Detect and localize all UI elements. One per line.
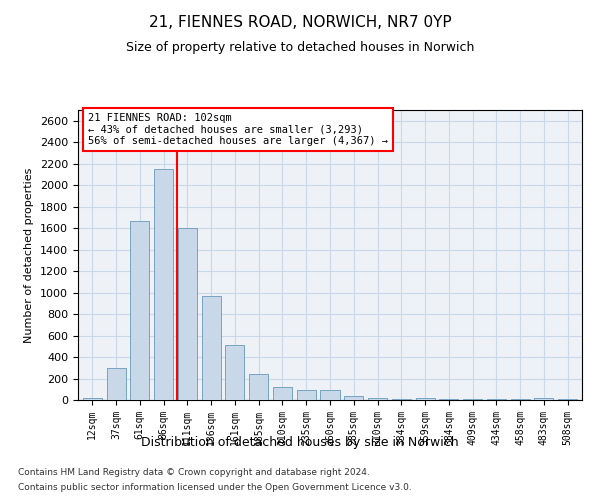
Bar <box>249 374 268 400</box>
Bar <box>368 398 387 400</box>
Bar <box>107 368 125 400</box>
Text: 21 FIENNES ROAD: 102sqm
← 43% of detached houses are smaller (3,293)
56% of semi: 21 FIENNES ROAD: 102sqm ← 43% of detache… <box>88 113 388 146</box>
Bar <box>273 387 292 400</box>
Bar <box>320 390 340 400</box>
Bar <box>535 398 553 400</box>
Text: Contains public sector information licensed under the Open Government Licence v3: Contains public sector information licen… <box>18 483 412 492</box>
Bar <box>392 399 411 400</box>
Text: Size of property relative to detached houses in Norwich: Size of property relative to detached ho… <box>126 41 474 54</box>
Bar <box>154 169 173 400</box>
Bar <box>463 399 482 400</box>
Bar <box>130 220 149 400</box>
Bar <box>416 398 434 400</box>
Bar <box>344 396 363 400</box>
Text: Contains HM Land Registry data © Crown copyright and database right 2024.: Contains HM Land Registry data © Crown c… <box>18 468 370 477</box>
Bar <box>439 399 458 400</box>
Text: Distribution of detached houses by size in Norwich: Distribution of detached houses by size … <box>141 436 459 449</box>
Bar <box>226 345 244 400</box>
Bar <box>297 390 316 400</box>
Text: 21, FIENNES ROAD, NORWICH, NR7 0YP: 21, FIENNES ROAD, NORWICH, NR7 0YP <box>149 15 451 30</box>
Bar <box>83 398 102 400</box>
Y-axis label: Number of detached properties: Number of detached properties <box>25 168 34 342</box>
Bar <box>487 399 506 400</box>
Bar <box>202 296 221 400</box>
Bar <box>178 228 197 400</box>
